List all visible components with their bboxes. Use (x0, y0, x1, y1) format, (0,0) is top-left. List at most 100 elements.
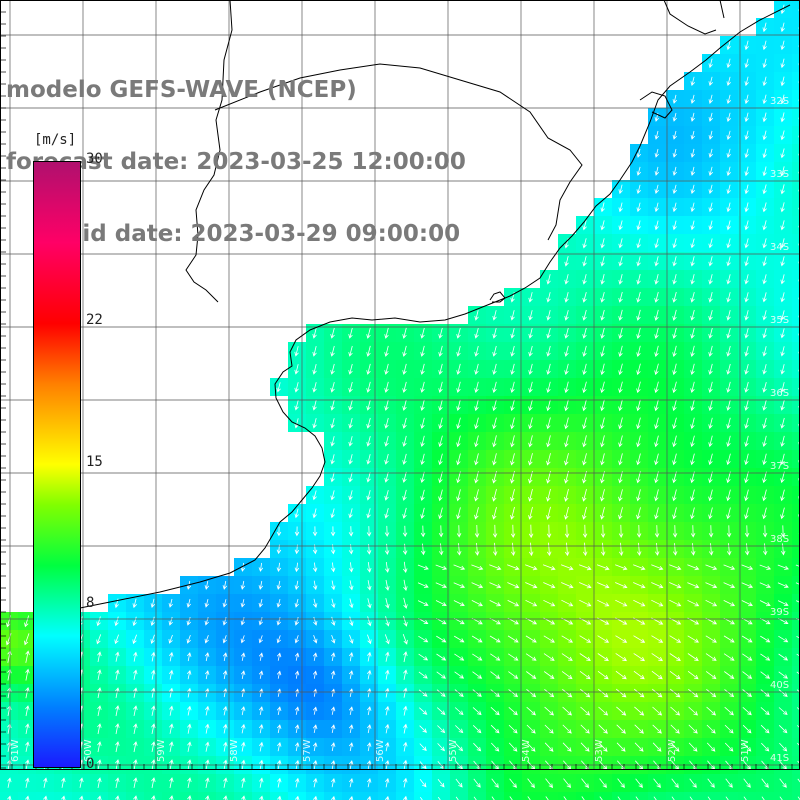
wind-arrow (618, 327, 623, 340)
wind-arrow (724, 671, 735, 680)
wind-arrow (150, 669, 156, 680)
wind-arrow (744, 112, 749, 123)
wind-arrow (634, 706, 645, 716)
wind-speed-cell (648, 792, 666, 800)
wind-arrow (544, 706, 555, 716)
wind-arrow (796, 600, 800, 603)
wind-speed-cell (792, 360, 800, 378)
wind-arrow (204, 652, 210, 662)
wind-arrow (241, 777, 246, 788)
wind-arrow (762, 58, 767, 69)
wind-arrow (366, 777, 372, 788)
wind-arrow (762, 346, 767, 357)
wind-arrow (761, 742, 770, 752)
wind-arrow (672, 381, 677, 394)
wind-arrow (672, 507, 677, 520)
wind-arrow (760, 707, 770, 716)
wind-arrow (168, 651, 174, 662)
wind-speed-cell (792, 540, 800, 558)
wind-arrow (543, 599, 556, 607)
wind-arrow (600, 417, 605, 430)
wind-arrow (615, 688, 627, 698)
wind-arrow (744, 148, 749, 159)
wind-arrow (582, 453, 587, 466)
wind-speed-cell (792, 468, 800, 486)
wind-arrow (762, 399, 767, 411)
longitude-label: 61W (10, 739, 21, 762)
wind-arrow (762, 328, 767, 339)
wind-arrow (456, 345, 461, 357)
wind-arrow (708, 381, 713, 394)
wind-arrow (796, 653, 800, 657)
wind-arrow (723, 635, 735, 643)
wind-arrow (546, 417, 551, 430)
wind-arrow (474, 435, 479, 448)
wind-speed-cell (468, 792, 486, 800)
wind-speed-cell (558, 792, 576, 800)
wind-arrow (546, 542, 552, 557)
wind-arrow (491, 778, 499, 788)
wind-arrow (330, 327, 335, 339)
wind-arrow (437, 743, 445, 752)
wind-arrow (490, 707, 500, 716)
wind-arrow (744, 381, 749, 393)
wind-arrow (438, 471, 443, 484)
wind-arrow (420, 417, 425, 430)
wind-arrow (672, 274, 677, 285)
wind-arrow (489, 600, 502, 607)
wind-arrow (760, 635, 771, 643)
wind-arrow (546, 488, 551, 502)
wind-arrow (455, 796, 459, 800)
wind-arrow (672, 291, 677, 303)
wind-arrow (690, 291, 695, 303)
wind-arrow (762, 381, 767, 393)
wind-arrow (366, 435, 371, 447)
wind-arrow (330, 724, 336, 733)
wind-arrow (726, 435, 731, 448)
wind-speed-cell (792, 342, 800, 360)
wind-arrow (726, 399, 731, 411)
wind-arrow (580, 742, 590, 752)
longitude-label: 56W (375, 739, 386, 762)
wind-arrow (636, 238, 641, 249)
wind-arrow (708, 112, 713, 122)
wind-arrow (705, 564, 718, 571)
wind-arrow (600, 399, 605, 412)
wind-arrow (61, 795, 66, 800)
wind-arrow (240, 599, 246, 608)
wind-arrow (471, 582, 484, 589)
wind-arrow (455, 743, 464, 752)
wind-arrow (687, 635, 700, 643)
wind-arrow (419, 707, 428, 715)
wind-arrow (384, 525, 390, 537)
wind-arrow (96, 616, 101, 627)
wind-arrow (564, 453, 569, 466)
wind-speed-cell (792, 720, 800, 738)
wind-arrow (169, 741, 174, 752)
wind-arrow (348, 399, 353, 411)
wind-arrow (276, 599, 281, 608)
wind-arrow (654, 274, 659, 285)
wind-arrow (671, 796, 675, 800)
wind-arrow (726, 184, 731, 195)
wind-arrow (453, 582, 466, 589)
wind-arrow (690, 525, 696, 538)
wind-arrow (596, 564, 610, 571)
wind-arrow (437, 796, 441, 800)
wind-arrow (402, 489, 407, 501)
wind-speed-cell (792, 180, 800, 198)
wind-arrow (780, 453, 785, 466)
wind-arrow (492, 453, 497, 466)
wind-arrow (690, 507, 695, 520)
wind-arrow (796, 689, 800, 693)
wind-arrow (384, 669, 390, 680)
wind-speed-cell (504, 792, 522, 800)
wind-speed-cell (792, 108, 800, 126)
wind-arrow (651, 564, 664, 571)
wind-arrow (561, 582, 574, 589)
wind-arrow (600, 435, 605, 448)
wind-arrow (654, 166, 659, 176)
wind-arrow (438, 453, 443, 466)
wind-arrow (25, 741, 30, 752)
wind-arrow (402, 741, 408, 752)
